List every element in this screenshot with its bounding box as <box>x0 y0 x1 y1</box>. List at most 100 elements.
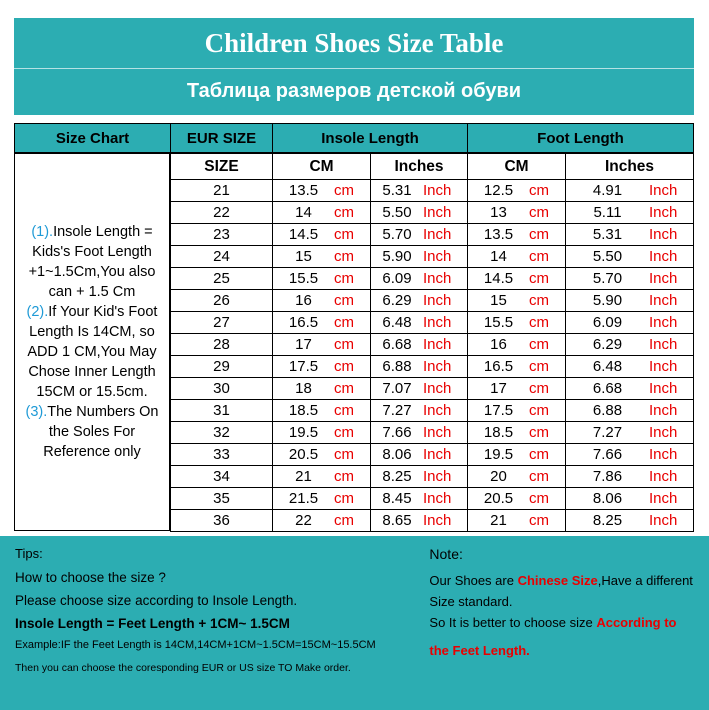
insole-inches-cell: 8.25 Inch <box>370 465 468 488</box>
insole-inches-cell: 6.88 Inch <box>370 355 468 378</box>
size-table-row: 35 21.5 cm 8.45 Inch 20.5 cm 8.06 Inch <box>170 487 694 510</box>
insole-cm-cell: 17 cm <box>272 333 371 356</box>
note-paragraph-3: the Feet Length. <box>429 643 530 658</box>
subheader-size: SIZE <box>170 153 273 180</box>
note-paragraph-2: So It is better to choose size According… <box>429 615 677 630</box>
foot-cm-cell: 17.5 cm <box>467 399 566 422</box>
eur-size-cell: 22 <box>170 201 273 224</box>
side-note-paragraph-3: (3).The Numbers On the Soles For Referen… <box>25 404 159 460</box>
eur-size-cell: 29 <box>170 355 273 378</box>
foot-inches-cell: 7.66 Inch <box>565 443 694 466</box>
foot-inches-cell: 4.91 Inch <box>565 179 694 202</box>
foot-inches-cell: 6.09 Inch <box>565 311 694 334</box>
foot-inches-cell: 6.68 Inch <box>565 377 694 400</box>
tips-heading: Tips: <box>15 546 43 561</box>
eur-size-cell: 34 <box>170 465 273 488</box>
insole-inches-cell: 7.66 Inch <box>370 421 468 444</box>
eur-size-cell: 27 <box>170 311 273 334</box>
insole-cm-cell: 14 cm <box>272 201 371 224</box>
foot-cm-cell: 20.5 cm <box>467 487 566 510</box>
side-note-paragraph-2: (2).If Your Kid's Foot Length Is 14CM, s… <box>26 304 158 400</box>
insole-cm-cell: 16 cm <box>272 289 371 312</box>
insole-inches-cell: 6.48 Inch <box>370 311 468 334</box>
tips-line-2: Please choose size according to Insole L… <box>15 593 298 608</box>
size-table: SIZE CM Inches CM Inches 21 13.5 cm 5.31 Inc… <box>170 153 694 532</box>
foot-cm-cell: 21 cm <box>467 509 566 532</box>
insole-inches-cell: 8.65 Inch <box>370 509 468 532</box>
size-table-body: 21 13.5 cm 5.31 Inch 12.5 cm 4.91 Inch 22 14 cm 5.50… <box>170 179 694 532</box>
insole-inches-cell: 6.09 Inch <box>370 267 468 290</box>
note-heading: Note: <box>429 546 463 562</box>
insole-inches-cell: 5.90 Inch <box>370 245 468 268</box>
size-table-row: 32 19.5 cm 7.66 Inch 18.5 cm 7.27 Inch <box>170 421 694 444</box>
insole-inches-cell: 5.50 Inch <box>370 201 468 224</box>
foot-cm-cell: 16 cm <box>467 333 566 356</box>
header-size-chart: Size Chart <box>14 123 171 153</box>
size-table-row: 36 22 cm 8.65 Inch 21 cm 8.25 Inch <box>170 509 694 532</box>
insole-inches-cell: 5.70 Inch <box>370 223 468 246</box>
insole-inches-cell: 8.45 Inch <box>370 487 468 510</box>
banner: Children Shoes Size Table Таблица размер… <box>14 18 694 115</box>
insole-inches-cell: 6.29 Inch <box>370 289 468 312</box>
foot-cm-cell: 16.5 cm <box>467 355 566 378</box>
tips-line-1: How to choose the size ? <box>15 570 166 585</box>
eur-size-cell: 25 <box>170 267 273 290</box>
size-table-row: 33 20.5 cm 8.06 Inch 19.5 cm 7.66 Inch <box>170 443 694 466</box>
eur-size-cell: 21 <box>170 179 273 202</box>
insole-cm-cell: 17.5 cm <box>272 355 371 378</box>
eur-size-cell: 36 <box>170 509 273 532</box>
insole-cm-cell: 21.5 cm <box>272 487 371 510</box>
footer: Tips: How to choose the size ? Please ch… <box>0 536 709 710</box>
side-note-paragraph-1: (1).Insole Length = Kids's Foot Length +… <box>28 224 156 300</box>
size-table-row: 30 18 cm 7.07 Inch 17 cm 6.68 Inch <box>170 377 694 400</box>
subheader-foot-inches: Inches <box>565 153 694 180</box>
size-table-row: 27 16.5 cm 6.48 Inch 15.5 cm 6.09 Inch <box>170 311 694 334</box>
size-table-subheader-row: SIZE CM Inches CM Inches <box>170 153 694 180</box>
foot-cm-cell: 14.5 cm <box>467 267 566 290</box>
insole-inches-cell: 6.68 Inch <box>370 333 468 356</box>
foot-cm-cell: 19.5 cm <box>467 443 566 466</box>
insole-cm-cell: 18 cm <box>272 377 371 400</box>
foot-inches-cell: 8.06 Inch <box>565 487 694 510</box>
foot-cm-cell: 20 cm <box>467 465 566 488</box>
eur-size-cell: 26 <box>170 289 273 312</box>
insole-cm-cell: 14.5 cm <box>272 223 371 246</box>
eur-size-cell: 28 <box>170 333 273 356</box>
note-section: Note: Our Shoes are Chinese Size,Have a … <box>414 546 709 710</box>
insole-cm-cell: 19.5 cm <box>272 421 371 444</box>
insole-cm-cell: 13.5 cm <box>272 179 371 202</box>
foot-cm-cell: 13.5 cm <box>467 223 566 246</box>
insole-cm-cell: 20.5 cm <box>272 443 371 466</box>
foot-inches-cell: 6.48 Inch <box>565 355 694 378</box>
size-table-row: 22 14 cm 5.50 Inch 13 cm 5.11 Inch <box>170 201 694 224</box>
size-table-row: 34 21 cm 8.25 Inch 20 cm 7.86 Inch <box>170 465 694 488</box>
eur-size-cell: 33 <box>170 443 273 466</box>
foot-inches-cell: 5.50 Inch <box>565 245 694 268</box>
eur-size-cell: 32 <box>170 421 273 444</box>
foot-inches-cell: 5.90 Inch <box>565 289 694 312</box>
foot-cm-cell: 14 cm <box>467 245 566 268</box>
page-title-english: Children Shoes Size Table <box>14 18 694 69</box>
insole-inches-cell: 7.07 Inch <box>370 377 468 400</box>
tips-section: Tips: How to choose the size ? Please ch… <box>15 546 414 710</box>
eur-size-cell: 35 <box>170 487 273 510</box>
eur-size-cell: 24 <box>170 245 273 268</box>
foot-cm-cell: 17 cm <box>467 377 566 400</box>
size-table-row: 31 18.5 cm 7.27 Inch 17.5 cm 6.88 Inch <box>170 399 694 422</box>
insole-inches-cell: 5.31 Inch <box>370 179 468 202</box>
side-note: (1).Insole Length = Kids's Foot Length +… <box>14 153 170 531</box>
insole-cm-cell: 22 cm <box>272 509 371 532</box>
tips-line-5: Then you can choose the coresponding EUR… <box>15 662 351 674</box>
foot-cm-cell: 13 cm <box>467 201 566 224</box>
foot-cm-cell: 18.5 cm <box>467 421 566 444</box>
header-eur-size: EUR SIZE <box>170 123 273 153</box>
foot-inches-cell: 6.29 Inch <box>565 333 694 356</box>
foot-inches-cell: 5.11 Inch <box>565 201 694 224</box>
foot-inches-cell: 7.86 Inch <box>565 465 694 488</box>
insole-cm-cell: 16.5 cm <box>272 311 371 334</box>
header-foot-length: Foot Length <box>467 123 694 153</box>
header-insole-length: Insole Length <box>272 123 468 153</box>
subheader-insole-cm: CM <box>272 153 371 180</box>
tips-line-3: Insole Length = Feet Length + 1CM~ 1.5CM <box>15 616 290 631</box>
